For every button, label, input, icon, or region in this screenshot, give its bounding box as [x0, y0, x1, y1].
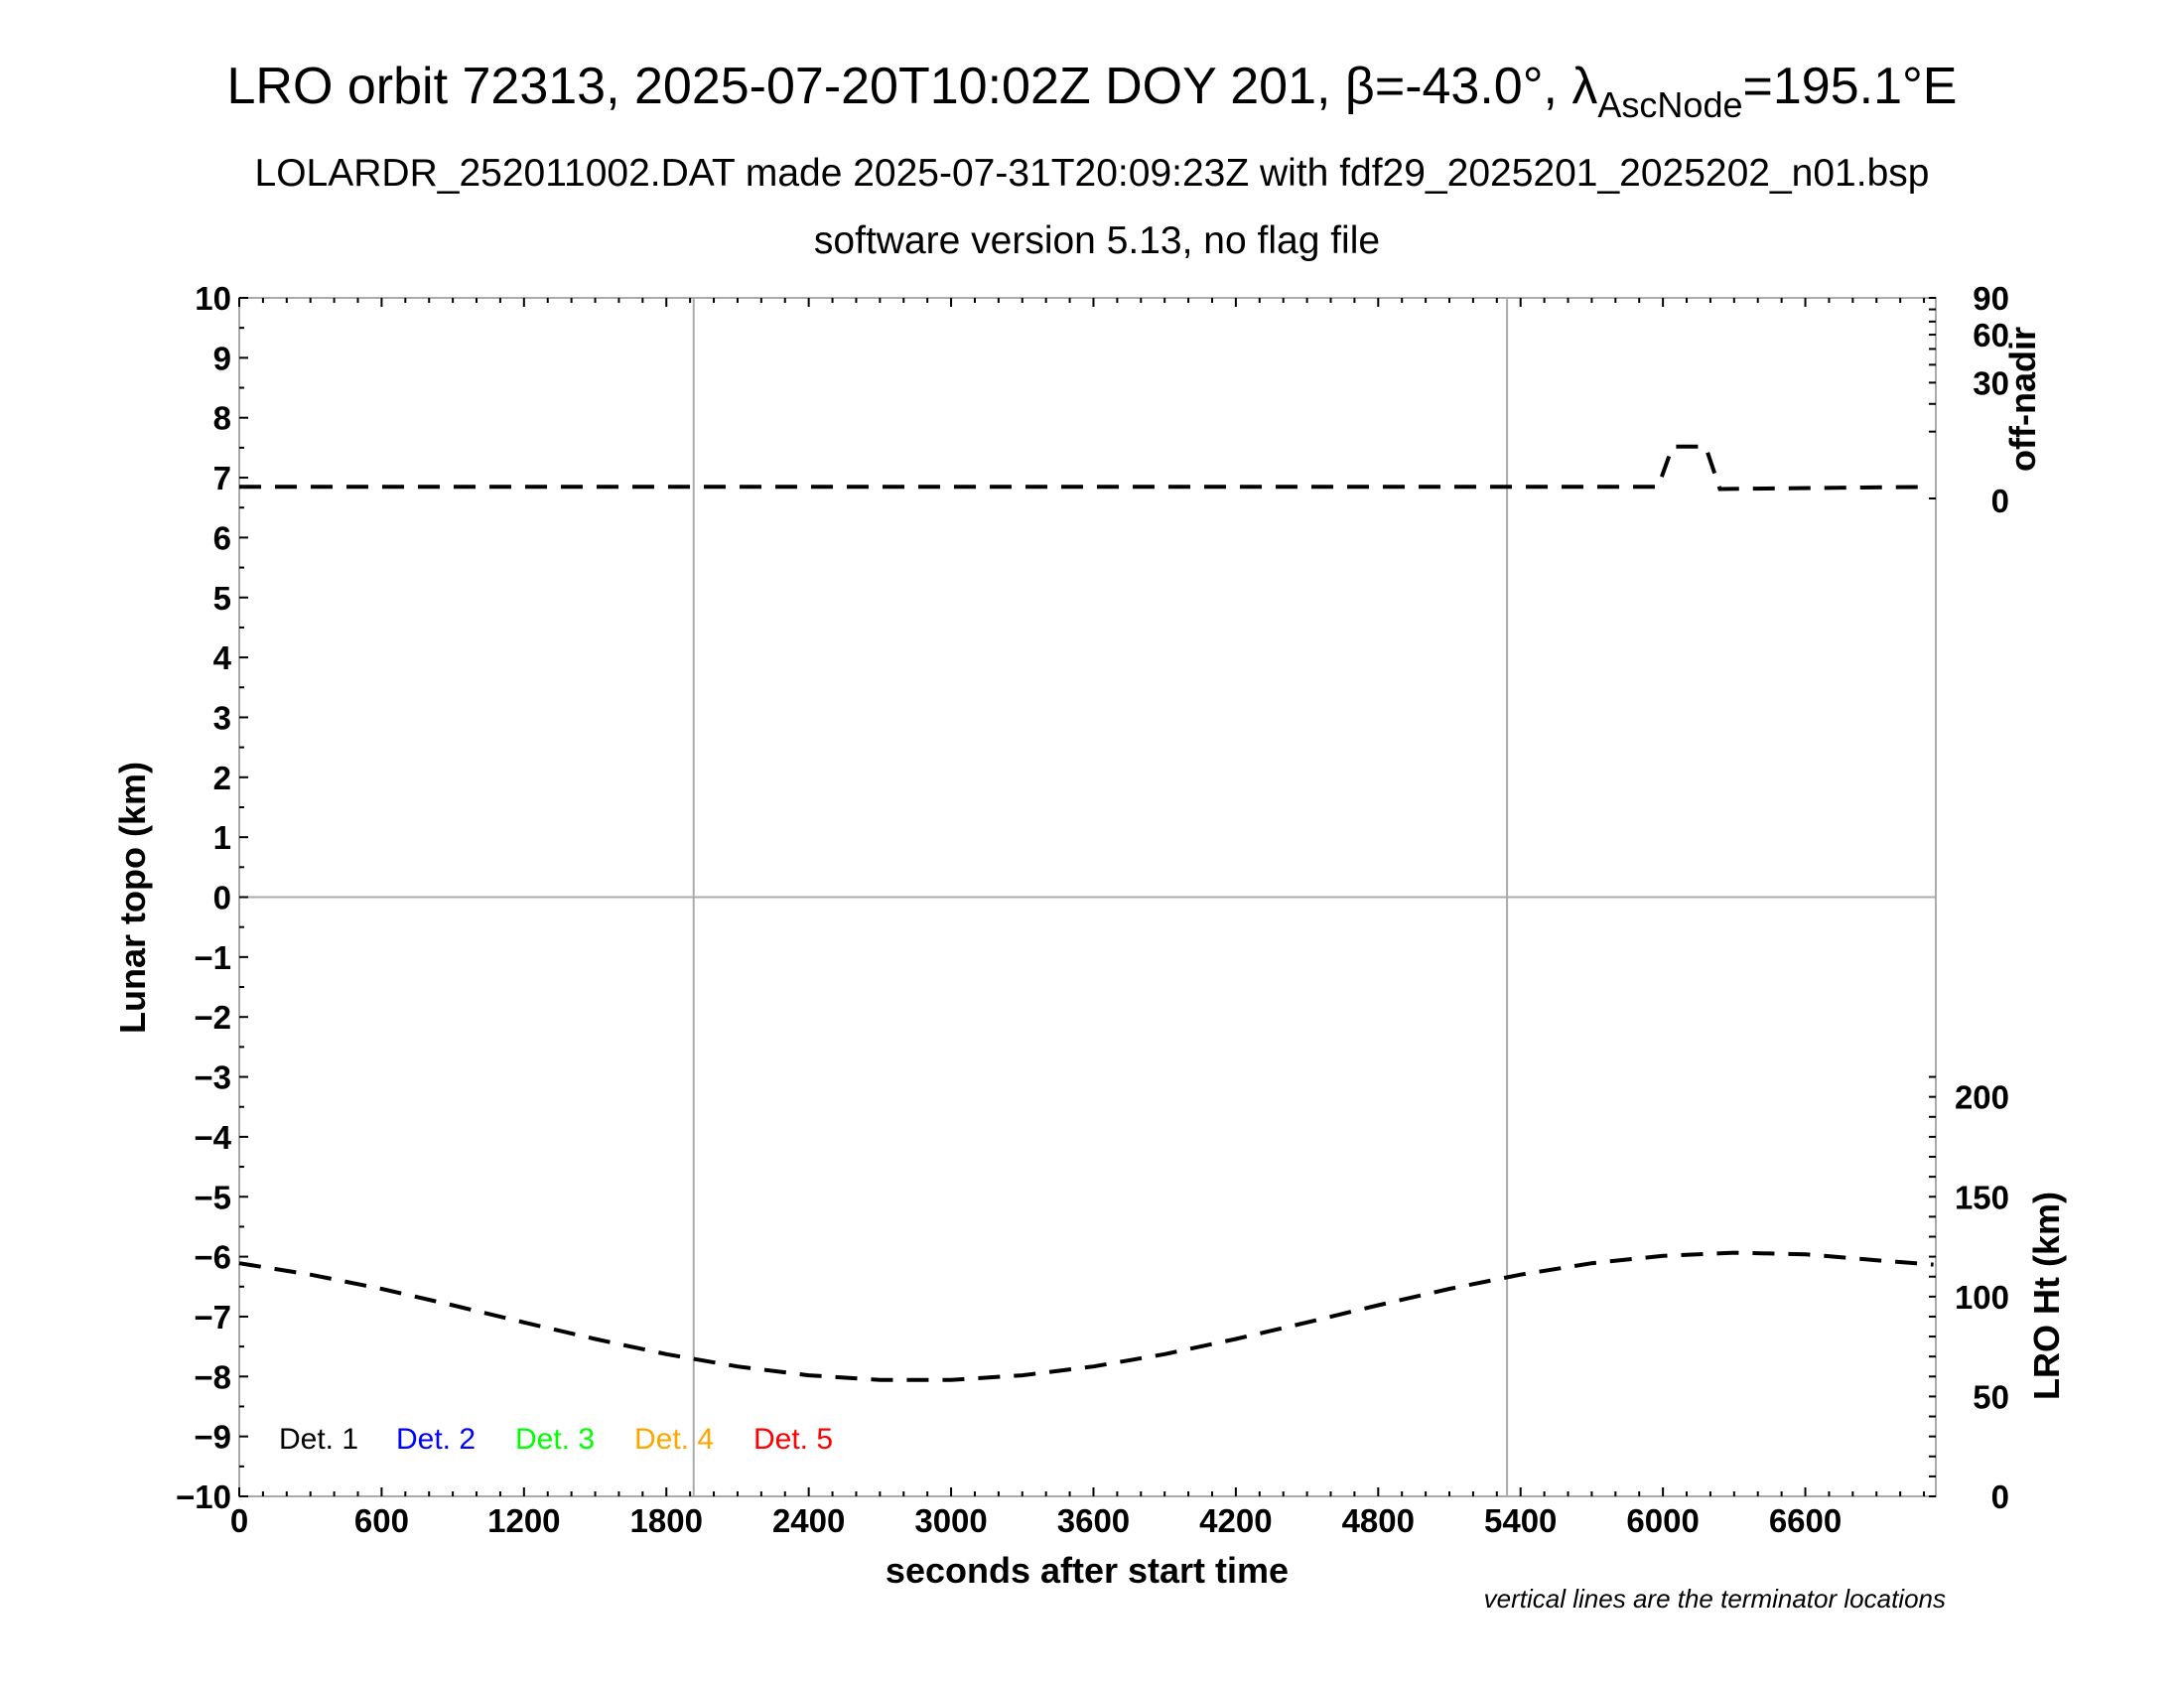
series-layer: [238, 444, 1934, 1382]
x-tick-label: 1800: [630, 1502, 703, 1539]
height-tick-label: 50: [1973, 1378, 2009, 1415]
offnadir-tick-label: 30: [1973, 364, 2009, 401]
chart-title: LRO orbit 72313, 2025-07-20T10:02Z DOY 2…: [227, 58, 1958, 125]
y-tick-label: −5: [194, 1179, 231, 1215]
y-tick-label: 0: [213, 880, 231, 916]
height-tick-label: 100: [1955, 1279, 2009, 1316]
y-tick-label: 7: [213, 460, 231, 496]
axes: 0 600 1200 1800 2400 3000 3600 4200 4800 5400 6000…: [176, 280, 2009, 1539]
chart-subtitle-2: software version 5.13, no flag file: [814, 219, 1380, 262]
x-tick-label: 4200: [1199, 1502, 1272, 1539]
legend-item-det-3: Det. 3: [515, 1423, 595, 1456]
legend-item-det-4: Det. 4: [634, 1423, 714, 1456]
y-tick-label: −8: [194, 1358, 231, 1395]
footnote: vertical lines are the terminator locati…: [1484, 1584, 1946, 1614]
y-tick-label: −1: [194, 939, 231, 976]
height-tick-label: 0: [1991, 1478, 2009, 1515]
height-axis-label: LRO Ht (km): [2026, 1192, 2067, 1400]
offnadir-tick-label: 90: [1973, 280, 2009, 317]
x-tick-label: 600: [354, 1502, 409, 1539]
y-tick-label: −10: [176, 1478, 231, 1515]
legend-item-det-1: Det. 1: [279, 1423, 358, 1456]
x-tick-label: 0: [230, 1502, 248, 1539]
y-tick-label: −9: [194, 1419, 231, 1456]
x-tick-label: 5400: [1484, 1502, 1557, 1539]
y-axis-label: Lunar topo (km): [112, 762, 153, 1034]
x-axis-label: seconds after start time: [886, 1550, 1289, 1591]
y-tick-label: −4: [194, 1119, 231, 1156]
x-tick-label: 4800: [1342, 1502, 1415, 1539]
x-tick-label: 1200: [487, 1502, 560, 1539]
height-tick-label: 150: [1955, 1179, 2009, 1215]
height-tick-label: 200: [1955, 1079, 2009, 1116]
y-tick-label: −3: [194, 1059, 231, 1096]
offnadir-tick-label: 60: [1973, 317, 2009, 353]
y-tick-label: 1: [213, 819, 231, 856]
offnadir-axis-label: off-nadir: [2002, 327, 2043, 472]
legend-item-det-2: Det. 2: [396, 1423, 476, 1456]
y-tick-label: 2: [213, 760, 231, 796]
height-series-line: [238, 1250, 1934, 1382]
legend-item-det-5: Det. 5: [753, 1423, 833, 1456]
x-tick-label: 3000: [914, 1502, 987, 1539]
y-tick-label: 4: [213, 639, 232, 676]
y-tick-label: 9: [213, 340, 231, 376]
x-tick-label: 6000: [1626, 1502, 1699, 1539]
grid-lines: [239, 298, 1936, 1496]
offnadir-series-line: [239, 444, 1932, 492]
y-tick-label: −6: [194, 1239, 231, 1276]
legend: Det. 1 Det. 2 Det. 3 Det. 4 Det. 5: [279, 1423, 833, 1456]
chart-subtitle: LOLARDR_252011002.DAT made 2025-07-31T20…: [255, 152, 1930, 195]
y-tick-label: 5: [213, 580, 231, 617]
y-tick-label: 6: [213, 519, 231, 556]
y-tick-label: −2: [194, 999, 231, 1036]
y-tick-label: 8: [213, 400, 231, 437]
offnadir-tick-label: 0: [1991, 483, 2009, 519]
y-tick-label: 10: [195, 280, 231, 317]
x-tick-label: 3600: [1057, 1502, 1130, 1539]
x-tick-label: 6600: [1769, 1502, 1842, 1539]
x-tick-label: 2400: [772, 1502, 845, 1539]
y-tick-label: 3: [213, 699, 231, 736]
y-tick-label: −7: [194, 1299, 231, 1336]
